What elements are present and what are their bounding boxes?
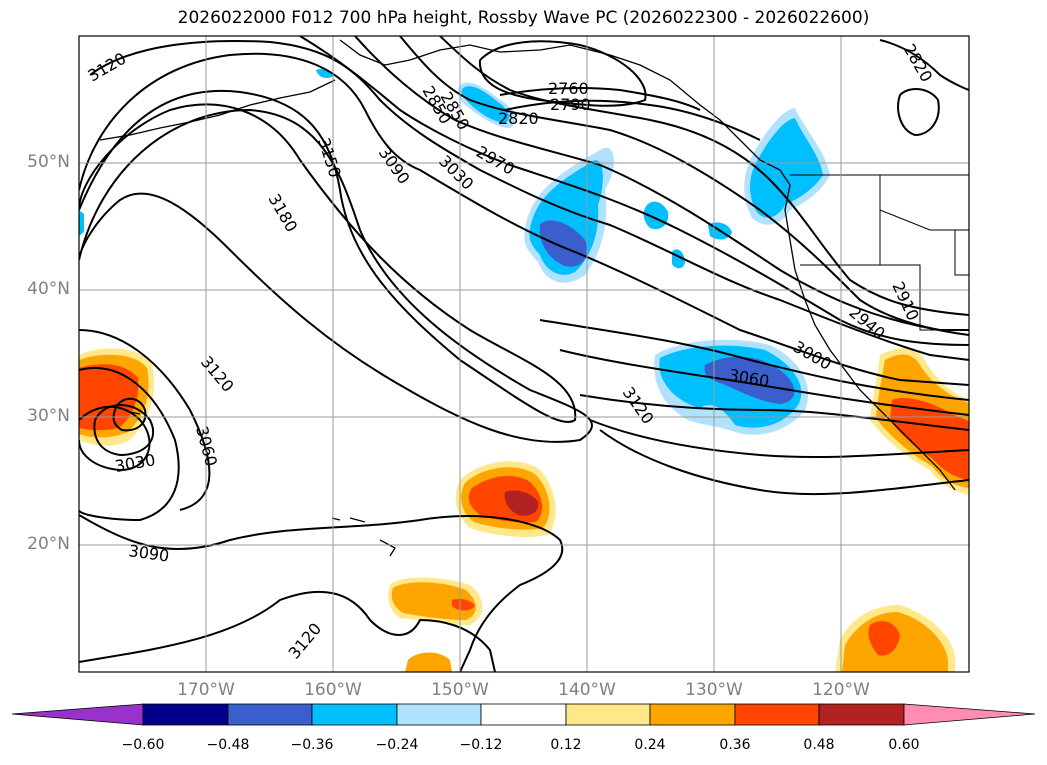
height-contours <box>79 36 969 672</box>
colorbar-tick-label: −0.60 <box>121 737 165 753</box>
lat-label: 50°N <box>27 152 70 172</box>
positive-anomaly-shading <box>79 348 969 672</box>
contour-label: 2820 <box>498 109 539 128</box>
colorbar-min-extension <box>11 703 144 726</box>
lat-label: 20°N <box>27 534 70 554</box>
map-plot-area: 3120 2850 2760 2790 2820 3150 3090 3030 … <box>79 36 969 672</box>
colorbar-segment <box>649 703 736 726</box>
colorbar-tick-label: 0.48 <box>803 737 835 753</box>
colorbar-tick-label: 0.60 <box>888 737 920 753</box>
colorbar-tick-label: 0.24 <box>634 737 666 753</box>
lon-label: 150°W <box>431 680 489 700</box>
contour-label: 2790 <box>550 95 591 114</box>
contour-label: 2820 <box>900 41 937 86</box>
colorbar-segment <box>396 703 482 726</box>
contour-label: 3120 <box>197 352 238 395</box>
colorbar-segment <box>311 703 398 726</box>
colorbar-max-extension <box>903 703 1036 726</box>
contour-label: 3120 <box>85 49 130 86</box>
colorbar-tick-label: −0.48 <box>206 737 250 753</box>
colorbar-segment <box>565 703 651 726</box>
lon-label: 140°W <box>558 680 616 700</box>
lat-label: 40°N <box>27 279 70 299</box>
colorbar-tick-label: 0.12 <box>550 737 582 753</box>
colorbar-segment <box>734 703 820 726</box>
colorbar-tick-label: −0.24 <box>375 737 419 753</box>
contour-label: 3180 <box>265 191 302 236</box>
colorbar-tick-label: 0.36 <box>719 737 751 753</box>
plot-frame <box>78 35 970 673</box>
colorbar <box>11 703 1036 726</box>
lon-label: 130°W <box>685 680 743 700</box>
colorbar-tick-label: −0.12 <box>459 737 503 753</box>
contour-label: 3060 <box>192 424 221 468</box>
contour-label: 3150 <box>314 135 345 180</box>
colorbar-segment <box>480 703 567 726</box>
contour-label: 3030 <box>435 151 477 193</box>
map-title: 2026022000 F012 700 hPa height, Rossby W… <box>177 8 870 28</box>
lon-label: 170°W <box>177 680 235 700</box>
contour-label: 2760 <box>548 79 589 98</box>
lon-label: 120°W <box>812 680 870 700</box>
colorbar-segment <box>142 703 229 726</box>
lon-label: 160°W <box>304 680 362 700</box>
lat-label: 30°N <box>27 406 70 426</box>
contour-label: 2970 <box>473 142 518 179</box>
contour-label: 2940 <box>845 303 888 344</box>
graticule <box>79 36 969 672</box>
contour-label: 3090 <box>375 143 414 187</box>
contour-label: 3120 <box>285 619 326 662</box>
colorbar-tick-label: −0.36 <box>290 737 334 753</box>
colorbar-segment <box>227 703 313 726</box>
colorbar-segment <box>818 703 905 726</box>
